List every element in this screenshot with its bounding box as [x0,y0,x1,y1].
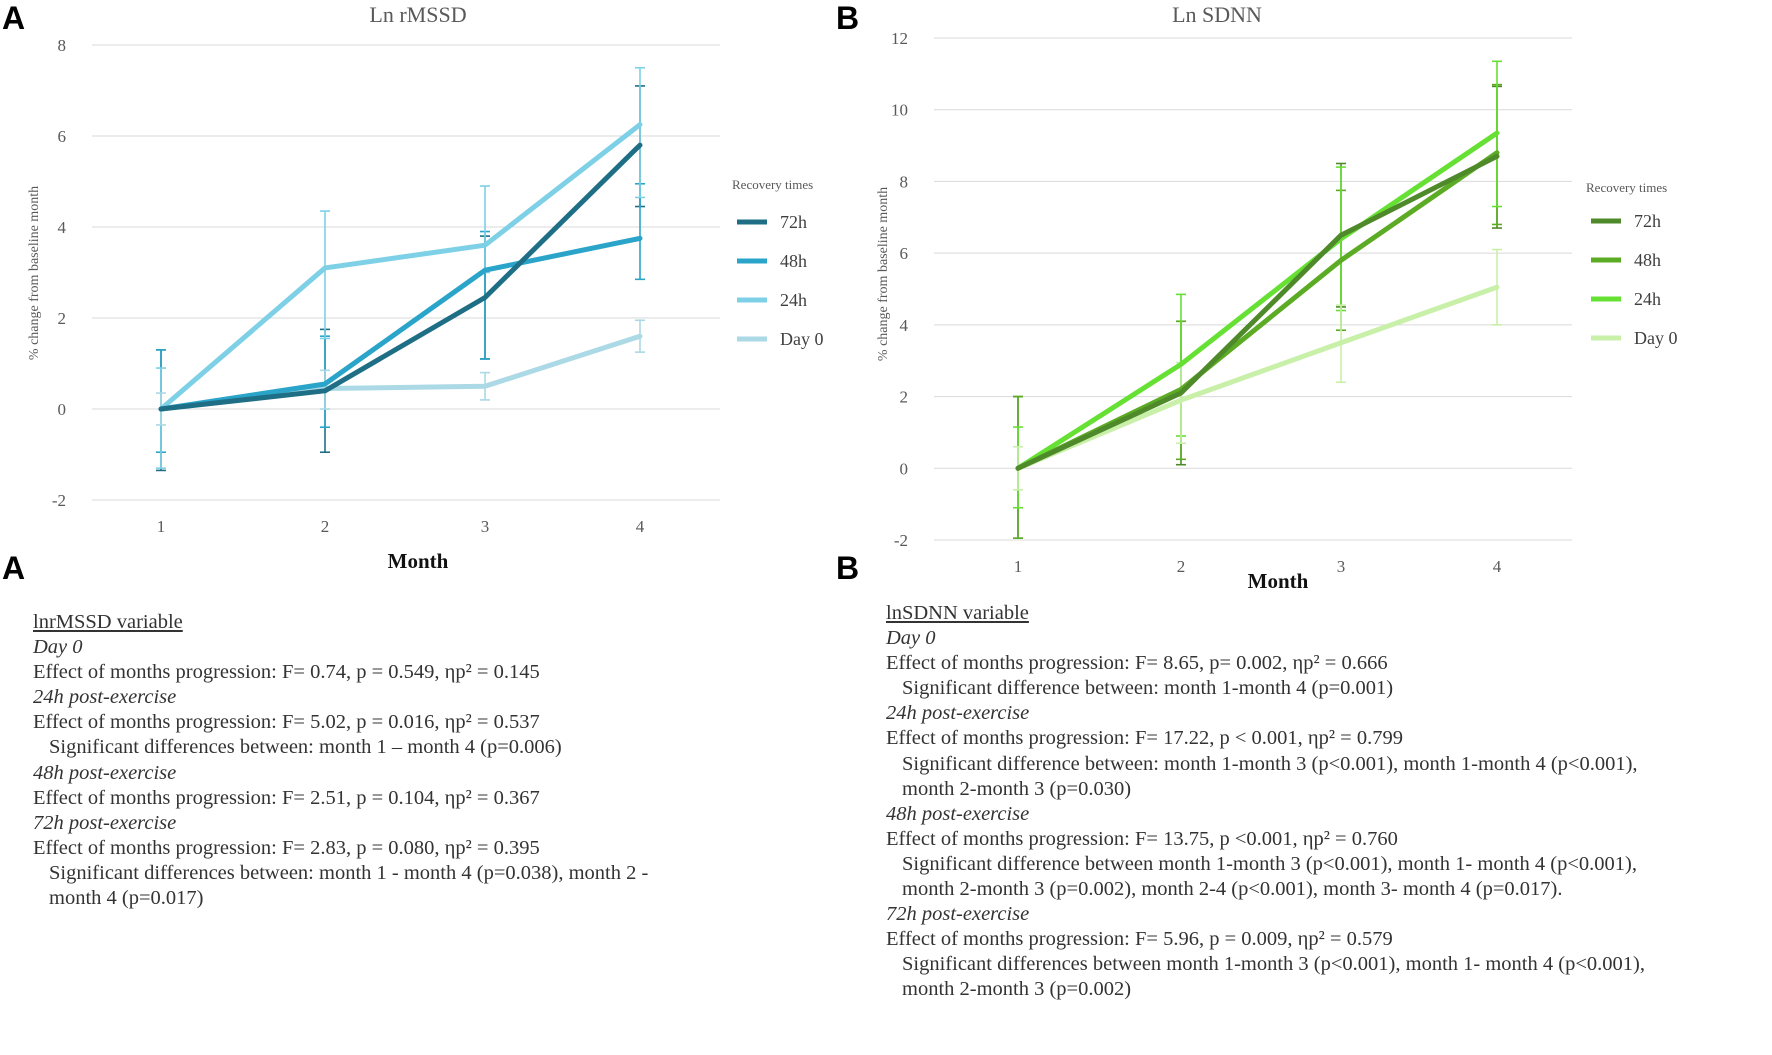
y-tick-label: 4 [900,316,909,335]
stats-subheading: 72h post-exercise [33,811,177,834]
stats-line: Effect of months progression: F= 2.51, p… [33,786,540,809]
stats-line: Significant differences between: month 1… [49,861,649,884]
stats-line: month 2-month 3 (p=0.030) [902,777,1132,800]
y-tick-label: 0 [58,400,67,419]
legend-label: 48h [780,251,807,271]
x-tick-label: 1 [1014,557,1023,576]
chart-title: Ln SDNN [1172,2,1262,27]
y-tick-label: 8 [900,172,909,191]
legend-label: Day 0 [780,329,824,349]
stats-line: Significant difference between month 1-m… [902,852,1637,875]
series-line-24h [158,122,643,412]
panel-letter-bottom-b: B [836,550,860,586]
legend-label: 24h [1634,289,1661,309]
legend-label: Day 0 [1634,328,1678,348]
y-axis-label: % change from baseline month [876,187,891,361]
legend-label: 24h [780,290,807,310]
stats-line: Effect of months progression: F= 5.96, p… [886,928,1393,951]
stats-subheading: Day 0 [33,636,83,659]
y-tick-label: 12 [891,29,908,48]
x-tick-label: 2 [321,517,330,536]
stats-text-rmssd: lnrMSSD variable Day 0 Effect of months pr… [33,610,648,911]
panel-letter-bottom-a: A [2,550,26,586]
stats-heading: lnSDNN variable [886,602,1029,624]
stats-subheading: 48h post-exercise [886,802,1030,825]
series-line-48h [158,235,643,412]
y-tick-label: 2 [58,309,67,328]
series-line-72h [1015,153,1500,471]
stats-line: Effect of months progression: F= 13.75, … [886,827,1398,850]
stats-subheading: 72h post-exercise [886,903,1030,926]
y-tick-label: 2 [900,388,909,407]
legend-label: 48h [1634,250,1661,270]
x-tick-label: 3 [481,517,490,536]
stats-text-sdnn: lnSDNN variable Day 0 Effect of months pro… [886,601,1645,1003]
legend-label: 72h [780,212,807,232]
stats-line: month 4 (p=0.017) [49,887,204,910]
stats-line: Effect of months progression: F= 0.74, p… [33,661,540,684]
x-tick-label: 1 [157,517,166,536]
series-line-24h [1015,130,1500,471]
x-tick-label: 4 [636,517,645,536]
y-tick-label: 4 [58,218,67,237]
y-tick-label: -2 [894,531,908,550]
x-tick-label: 3 [1337,557,1346,576]
stats-subheading: 24h post-exercise [33,686,177,709]
chart-ln-rmssd: -2 0 2 4 6 8 1 2 3 4 Ln rMSSD Month % change from ba… [27,2,824,573]
legend-label: 72h [1634,211,1661,231]
stats-line: Significant difference between: month 1-… [902,677,1394,700]
chart-title: Ln rMSSD [369,2,466,27]
legend-title: Recovery times [732,177,813,192]
y-tick-label: 8 [58,36,67,55]
stats-subheading: 24h post-exercise [886,702,1030,725]
y-tick-label: 6 [900,244,909,263]
stats-line: Effect of months progression: F= 5.02, p… [33,711,540,734]
y-tick-label: -2 [52,491,66,510]
stats-line: Significant differences between month 1-… [902,953,1645,976]
series-line-72h [158,142,643,412]
stats-line: month 2-month 3 (p=0.002) [902,978,1132,1001]
x-axis-label: Month [1248,569,1309,593]
stats-subheading: 48h post-exercise [33,761,177,784]
stats-line: Effect of months progression: F= 17.22, … [886,727,1403,750]
stats-line: Significant differences between: month 1… [49,736,562,759]
stats-heading: lnrMSSD variable [33,611,183,633]
stats-line: Significant difference between: month 1-… [902,752,1638,775]
y-axis-label: % change from baseline month [27,186,42,360]
y-tick-label: 0 [900,459,909,478]
x-tick-label: 2 [1177,557,1186,576]
series-line-day-0 [1015,284,1500,471]
legend-title: Recovery times [1586,180,1667,195]
y-tick-label: 10 [891,101,908,120]
panel-letter-top-b: B [836,0,860,36]
stats-line: month 2-month 3 (p=0.002), month 2-4 (p<… [902,878,1563,901]
panel-letter-top-a: A [2,0,26,36]
stats-subheading: Day 0 [886,627,936,650]
stats-line: Effect of months progression: F= 2.83, p… [33,836,540,859]
x-axis-label: Month [388,549,449,573]
stats-line: Effect of months progression: F= 8.65, p… [886,652,1388,675]
y-tick-label: 6 [58,127,67,146]
x-tick-label: 4 [1493,557,1502,576]
